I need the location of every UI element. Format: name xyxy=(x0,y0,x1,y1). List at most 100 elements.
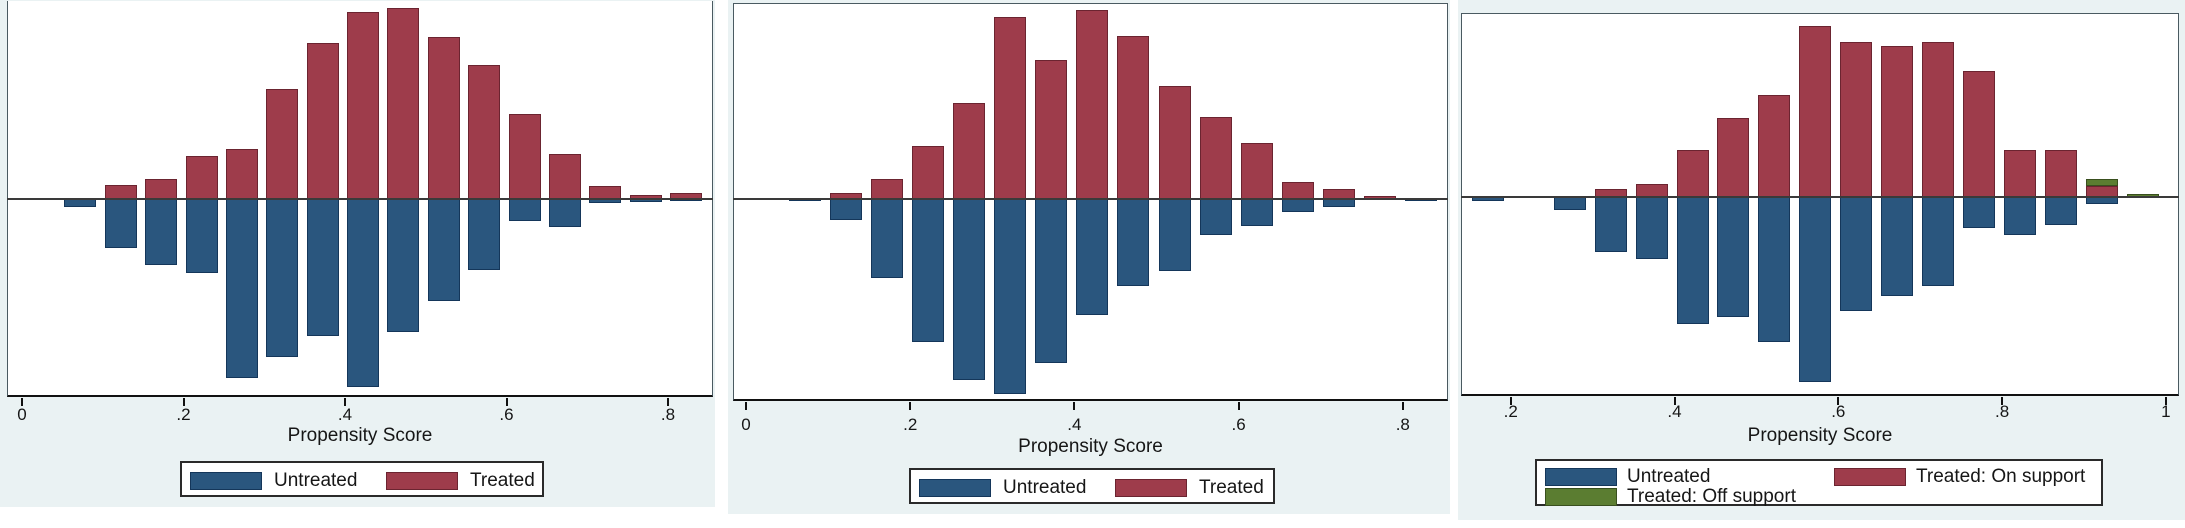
treated-bar xyxy=(994,17,1027,199)
untreated-bar xyxy=(1240,199,1273,226)
legend: Untreated Treated: On support Treated: Off… xyxy=(1535,459,2103,507)
treated-bar xyxy=(1117,36,1150,199)
untreated-bar xyxy=(1635,197,1668,259)
x-axis-tick-label: 0 xyxy=(17,405,27,424)
untreated-bar xyxy=(1035,199,1068,363)
x-axis-tick-label: .4 xyxy=(1067,415,1082,434)
untreated-bar xyxy=(387,199,420,332)
treated-bar xyxy=(2045,150,2078,197)
legend-label: Treated: Off support xyxy=(1627,486,1796,507)
zero-line xyxy=(733,198,1448,200)
untreated-bar xyxy=(1799,197,1832,382)
x-axis-tick xyxy=(667,398,669,406)
legend: Untreated Treated xyxy=(909,468,1275,504)
treated-bar xyxy=(508,114,541,199)
treated-bar xyxy=(2004,150,2037,197)
x-axis-tick xyxy=(1509,397,1512,405)
treated-bar xyxy=(1799,26,1832,197)
legend-swatch-untreated xyxy=(1545,468,1617,486)
propensity-panel-3: .2.4.6.8 1 Propensity Score Untreated Treate… xyxy=(1458,0,2185,520)
treated-bar xyxy=(427,37,460,199)
legend-label: Treated xyxy=(470,470,535,491)
untreated-bar xyxy=(347,199,379,387)
legend-label: Untreated xyxy=(1627,466,1711,487)
zero-line xyxy=(7,198,713,200)
treated-bar xyxy=(104,185,137,199)
untreated-bar xyxy=(1881,197,1914,296)
legend-swatch-untreated xyxy=(190,472,262,490)
treated-bar xyxy=(185,156,218,199)
x-axis-tick-label: .6 xyxy=(1231,415,1246,434)
treated-off-support-bar xyxy=(2086,179,2118,186)
legend-swatch-off-support xyxy=(1545,488,1617,506)
treated-bar xyxy=(1676,150,1709,197)
treated-bar xyxy=(1281,182,1314,199)
treated-bar xyxy=(1963,71,1996,197)
untreated-bar xyxy=(1117,199,1150,286)
untreated-bar xyxy=(1322,199,1355,207)
treated-bar xyxy=(225,149,258,199)
treated-bar xyxy=(953,103,986,199)
x-axis-tick xyxy=(1237,402,1240,410)
untreated-bar xyxy=(145,199,178,265)
x-axis-tick-label: 0 xyxy=(741,415,751,434)
x-axis-tick-label: 1 xyxy=(2161,402,2171,421)
treated-bar xyxy=(468,65,501,199)
untreated-bar xyxy=(64,199,97,207)
untreated-bar xyxy=(830,199,863,220)
treated-bar xyxy=(871,179,904,199)
x-axis-tick xyxy=(2164,397,2167,405)
untreated-bar xyxy=(2045,197,2078,225)
treated-bar xyxy=(266,89,299,199)
untreated-bar xyxy=(266,199,299,357)
untreated-bar xyxy=(508,199,541,221)
x-axis-tick xyxy=(21,398,23,406)
treated-bar xyxy=(1758,95,1791,197)
propensity-panel-2: 0 .2 .4 .6 .8 Propensity Score Untreated Treate… xyxy=(728,0,1450,514)
untreated-bar xyxy=(953,199,986,380)
x-axis-label: Propensity Score xyxy=(1018,436,1163,457)
x-axis-tick-label: .6 xyxy=(1831,402,1846,421)
legend-label: Treated: On support xyxy=(1916,466,2086,487)
untreated-bar xyxy=(306,199,339,336)
treated-bar xyxy=(347,12,379,199)
treated-bar xyxy=(145,179,178,199)
untreated-bar xyxy=(1553,197,1586,210)
treated-bar xyxy=(1035,60,1068,199)
x-axis-label: Propensity Score xyxy=(1747,425,1893,446)
x-axis-tick-label: .4 xyxy=(337,405,353,424)
treated-bar xyxy=(548,154,581,199)
legend-label: Treated xyxy=(1199,477,1264,498)
untreated-bar xyxy=(225,199,258,378)
x-axis-tick xyxy=(1073,402,1076,410)
legend-swatch-untreated xyxy=(919,479,991,497)
untreated-bar xyxy=(1199,199,1232,235)
x-axis-tick xyxy=(1401,402,1404,410)
propensity-panel-1: 0 .2 .4 .6 .8 Propensity Score Untreated Treate… xyxy=(0,0,715,507)
legend-label: Untreated xyxy=(1003,477,1087,498)
treated-bar xyxy=(1717,118,1750,197)
untreated-bar xyxy=(2004,197,2037,235)
treated-bar xyxy=(1240,143,1273,199)
untreated-bar xyxy=(548,199,581,227)
untreated-bar xyxy=(994,199,1027,394)
untreated-bar xyxy=(1281,199,1314,212)
untreated-bar xyxy=(871,199,904,278)
treated-bar xyxy=(1199,117,1232,199)
treated-bar xyxy=(1881,46,1914,197)
untreated-bar xyxy=(1758,197,1791,342)
treated-bar xyxy=(1840,42,1873,197)
zero-line xyxy=(1461,196,2179,198)
untreated-bar xyxy=(1076,199,1109,315)
untreated-bar xyxy=(1158,199,1191,271)
x-axis-tick xyxy=(1673,397,1676,405)
legend-swatch-treated xyxy=(1834,468,1906,486)
untreated-bar xyxy=(427,199,460,301)
x-axis-tick xyxy=(1837,397,1840,405)
x-axis-tick-label: .8 xyxy=(1995,402,2010,421)
legend-label: Untreated xyxy=(274,470,358,491)
x-axis-tick xyxy=(344,398,346,406)
treated-bar xyxy=(1922,42,1955,197)
x-axis-label: Propensity Score xyxy=(287,425,433,446)
